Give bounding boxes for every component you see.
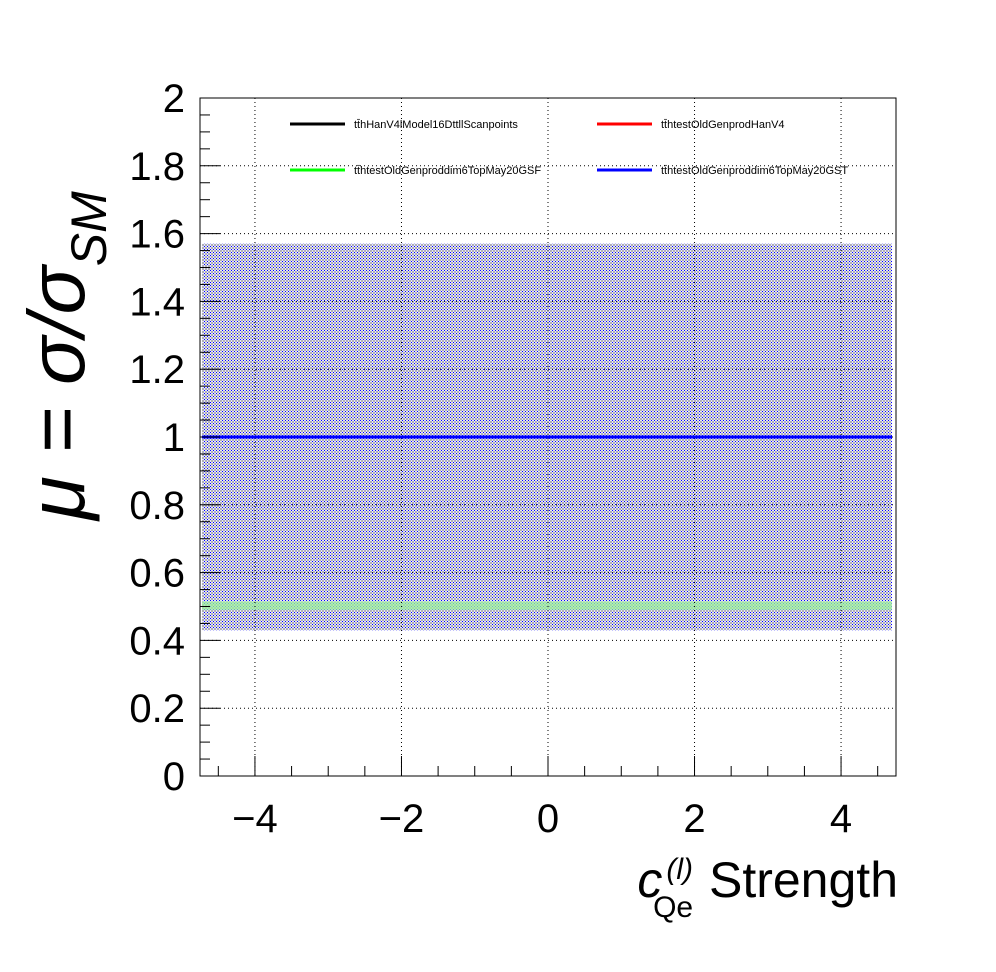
y-tick-label-8: 1.6 bbox=[129, 213, 185, 257]
y-tick-label-1: 0.2 bbox=[129, 687, 185, 731]
y-tick-label-2: 0.4 bbox=[129, 619, 185, 663]
x-axis-title-suffix: Strength bbox=[695, 852, 898, 908]
y-axis-title-main: μ = σ/σ bbox=[12, 264, 101, 522]
x-tick-label-1: −2 bbox=[379, 797, 425, 841]
y-tick-label-4: 0.8 bbox=[129, 484, 185, 528]
y-tick-label-7: 1.4 bbox=[129, 280, 185, 324]
y-tick-label-0: 0 bbox=[163, 755, 185, 799]
x-tick-label-4: 4 bbox=[830, 797, 852, 841]
y-tick-label-9: 1.8 bbox=[129, 145, 185, 189]
x-axis-title-superscript: (l) bbox=[666, 853, 693, 886]
x-tick-label-2: 0 bbox=[537, 797, 559, 841]
band-gsf-lower bbox=[202, 601, 892, 610]
x-axis-title-subscript: Qe bbox=[653, 891, 693, 924]
ticks bbox=[200, 97, 879, 777]
y-axis-title: μ = σ/σSM bbox=[12, 191, 117, 522]
y-tick-label-6: 1.2 bbox=[129, 348, 185, 392]
legend-label-2: tt̄htestOldGenproddim6TopMay20GSF bbox=[354, 165, 541, 177]
x-axis-title-main: c bbox=[637, 852, 662, 908]
legend-label-1: tt̄htestOldGenprodHanV4 bbox=[661, 119, 785, 131]
y-tick-label-10: 2 bbox=[163, 77, 185, 121]
x-axis-title: c (l) Qe Strength bbox=[637, 852, 898, 924]
legend-label-0: tt̄hHanV4lModel16DttllScanpoints bbox=[354, 119, 518, 131]
legend-label-3: tt̄htestOldGenproddim6TopMay20GST bbox=[661, 165, 848, 177]
x-tick-label-3: 2 bbox=[683, 797, 705, 841]
legend: tt̄hHanV4lModel16DttllScanpoints tt̄htest… bbox=[290, 119, 848, 177]
x-tick-label-0: −4 bbox=[232, 797, 278, 841]
y-axis-title-subscript: SM bbox=[61, 191, 117, 266]
y-tick-label-5: 1 bbox=[163, 416, 185, 460]
tick-labels: −4 −2 0 2 4 0 0.2 0.4 0.6 0.8 1 1.2 1.4 1.6 1.8 2 bbox=[129, 77, 852, 841]
y-tick-label-3: 0.6 bbox=[129, 552, 185, 596]
